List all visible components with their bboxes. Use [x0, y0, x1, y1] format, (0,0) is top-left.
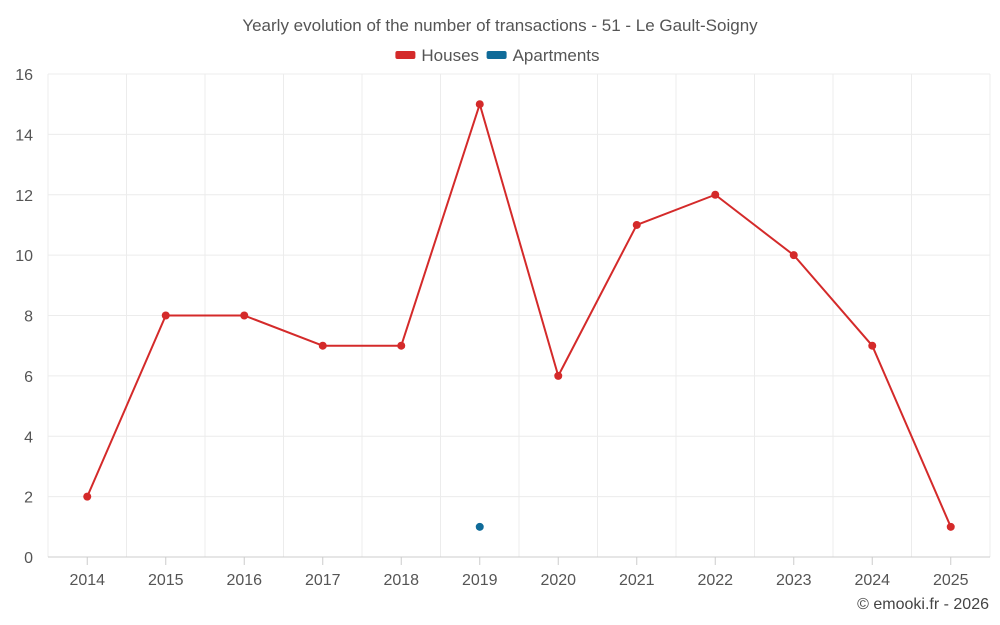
houses-point — [554, 371, 563, 380]
legend-label-houses: Houses — [421, 46, 479, 65]
x-axis: 2014 2015 2016 2017 2018 2019 2020 2021 2022 2023… — [69, 557, 969, 589]
y-tick-label: 2 — [24, 490, 33, 507]
series-apartments — [475, 522, 484, 531]
x-tick-label: 2015 — [148, 572, 184, 589]
houses-point — [711, 190, 720, 199]
x-tick-label: 2019 — [462, 572, 498, 589]
y-tick-label: 12 — [15, 188, 33, 205]
y-tick-label: 16 — [15, 67, 33, 84]
series-houses — [83, 100, 955, 531]
houses-point — [789, 251, 798, 260]
legend-swatch-apartments — [486, 51, 507, 59]
houses-point — [632, 220, 641, 229]
apartments-point — [475, 522, 484, 531]
x-tick-label: 2014 — [69, 572, 105, 589]
legend-label-apartments: Apartments — [513, 46, 600, 65]
y-tick-label: 4 — [24, 429, 33, 446]
grid — [47, 73, 991, 558]
x-tick-label: 2024 — [854, 572, 890, 589]
houses-point — [397, 341, 406, 350]
series-layer — [83, 100, 955, 531]
houses-line — [86, 103, 952, 528]
legend-swatch-houses — [395, 51, 416, 59]
x-tick-label: 2016 — [226, 572, 262, 589]
houses-point — [868, 341, 877, 350]
x-tick-label: 2021 — [619, 572, 655, 589]
chart-title: Yearly evolution of the number of transa… — [242, 16, 758, 35]
y-tick-label: 10 — [15, 248, 33, 265]
x-tick-label: 2022 — [697, 572, 733, 589]
legend: Houses Apartments — [395, 46, 600, 65]
y-tick-label: 6 — [24, 369, 33, 386]
legend-item-apartments: Apartments — [486, 46, 600, 65]
x-tick-label: 2020 — [540, 572, 576, 589]
houses-point — [318, 341, 327, 350]
y-tick-label: 8 — [24, 309, 33, 326]
houses-point — [475, 100, 484, 109]
x-tick-label: 2023 — [776, 572, 812, 589]
credit-text: © emooki.fr - 2026 — [857, 596, 989, 613]
y-tick-label: 14 — [15, 127, 33, 144]
legend-item-houses: Houses — [395, 46, 479, 65]
houses-point — [240, 311, 249, 320]
houses-point — [161, 311, 170, 320]
y-axis: 0 2 4 6 8 10 12 14 16 — [15, 67, 33, 567]
houses-point — [83, 492, 92, 501]
x-tick-label: 2018 — [383, 572, 419, 589]
x-tick-label: 2017 — [305, 572, 341, 589]
y-tick-label: 0 — [24, 550, 33, 567]
houses-point — [946, 522, 955, 531]
x-tick-label: 2025 — [933, 572, 969, 589]
